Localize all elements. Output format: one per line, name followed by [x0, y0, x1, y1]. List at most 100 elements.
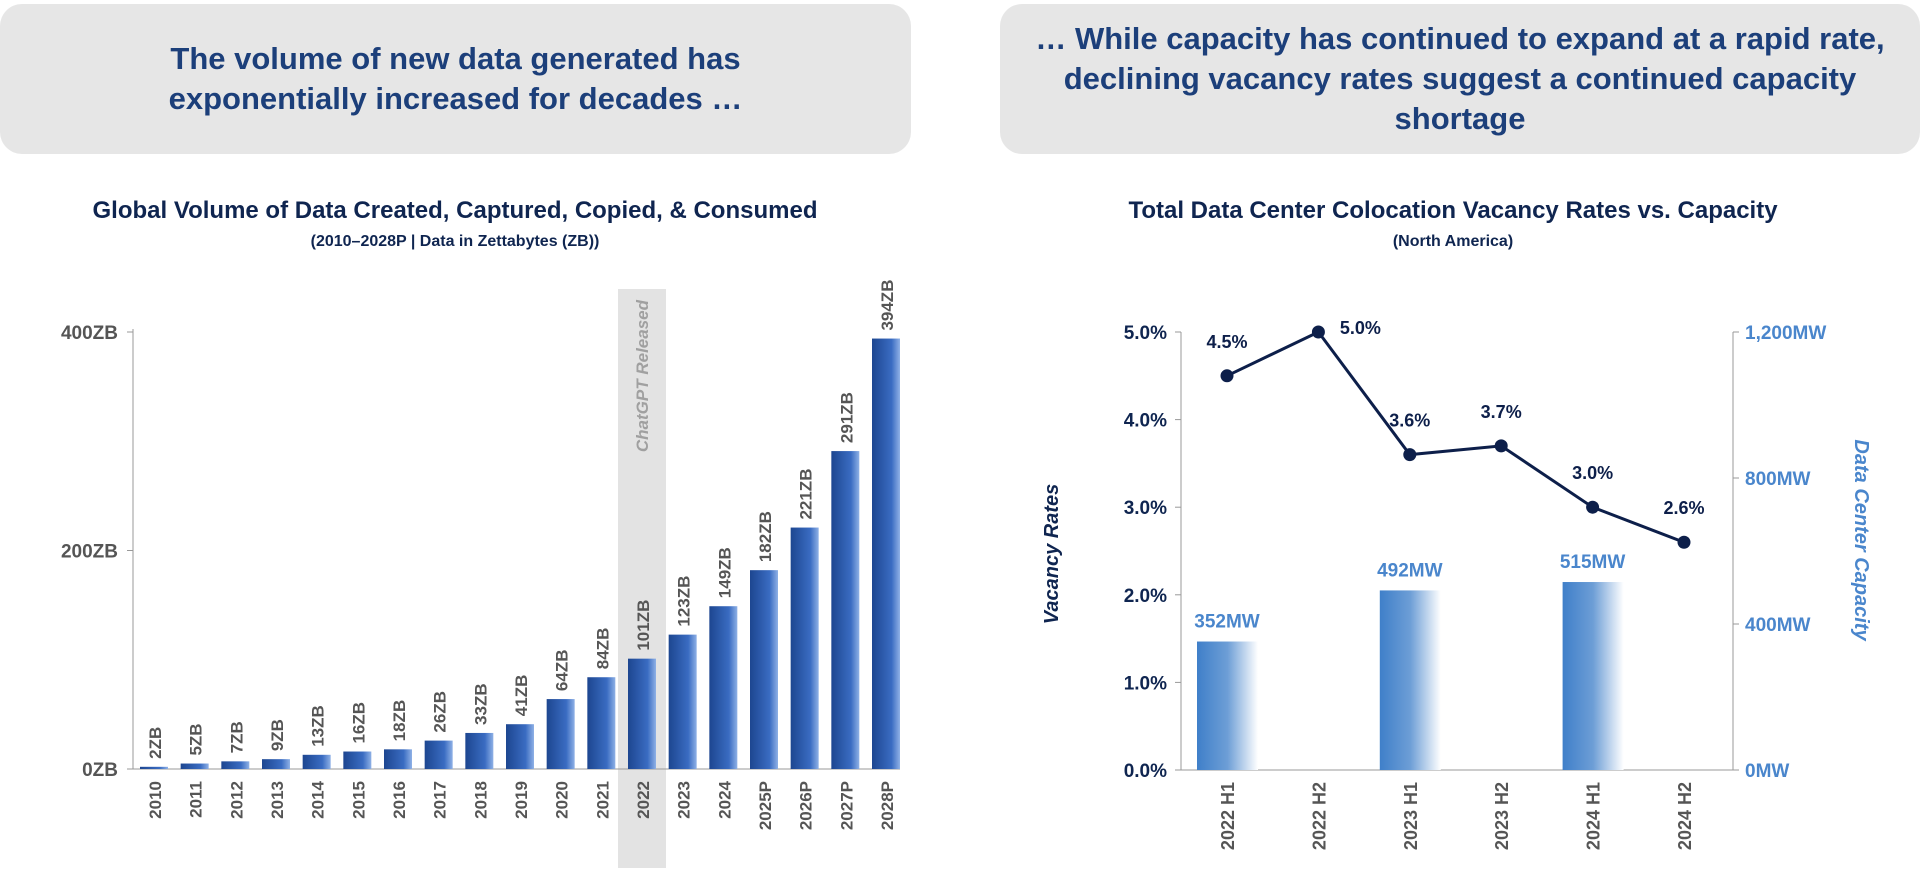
- left-axis-label: Vacancy Rates: [1041, 484, 1063, 624]
- bar: [872, 338, 900, 769]
- vacancy-label: 3.0%: [1572, 463, 1613, 483]
- capacity-bar: [1379, 590, 1441, 770]
- x-tick-label: 2022 H1: [1218, 782, 1238, 850]
- data-label: 64ZB: [553, 650, 572, 692]
- bar: [424, 740, 453, 769]
- vacancy-label: 2.6%: [1663, 498, 1704, 518]
- data-label: 182ZB: [756, 511, 775, 562]
- vacancy-label: 3.7%: [1481, 402, 1522, 422]
- left-header-text: The volume of new data generated has exp…: [168, 41, 743, 116]
- bar: [750, 570, 778, 769]
- y-tick-label: 400ZB: [61, 323, 118, 344]
- capacity-label: 352MW: [1194, 612, 1260, 633]
- vacancy-point: [1494, 439, 1508, 453]
- capacity-bar: [1562, 582, 1624, 770]
- x-tick-label: 2020: [553, 781, 572, 819]
- bar: [221, 761, 250, 769]
- x-tick-label: 2028P: [878, 781, 897, 830]
- bar: [587, 677, 616, 769]
- vacancy-point: [1311, 325, 1325, 339]
- right-axis-label: Data Center Capacity: [1850, 439, 1872, 641]
- data-label: 291ZB: [837, 392, 856, 443]
- left-tick-label: 1.0%: [1124, 673, 1167, 694]
- data-label: 9ZB: [268, 719, 287, 751]
- data-label: 26ZB: [431, 691, 450, 733]
- y-tick-label: 0ZB: [82, 760, 118, 781]
- x-tick-label: 2022: [634, 781, 653, 819]
- left-tick-label: 2.0%: [1124, 586, 1167, 607]
- vacancy-point: [1586, 500, 1600, 514]
- x-tick-label: 2015: [349, 781, 368, 819]
- annotation-label: ChatGPT Released: [633, 299, 652, 452]
- vacancy-point: [1220, 369, 1234, 383]
- data-label: 5ZB: [187, 723, 206, 755]
- x-tick-label: 2023 H1: [1401, 782, 1421, 850]
- x-tick-label: 2019: [512, 781, 531, 819]
- chart-subtitle: (North America): [1393, 233, 1513, 250]
- bar: [709, 606, 738, 769]
- right-tick-label: 400MW: [1745, 615, 1811, 636]
- right-tick-label: 1,200MW: [1745, 323, 1826, 344]
- left-tick-label: 4.0%: [1124, 411, 1167, 432]
- data-label: 149ZB: [715, 547, 734, 598]
- bar: [628, 658, 656, 769]
- vacancy-point: [1403, 448, 1417, 462]
- bar: [790, 527, 819, 769]
- data-label: 394ZB: [878, 280, 897, 331]
- data-label: 123ZB: [675, 576, 694, 627]
- bar: [180, 763, 209, 769]
- vacancy-line: [1226, 330, 1685, 544]
- bar: [343, 751, 372, 769]
- left-tick-label: 3.0%: [1124, 498, 1167, 519]
- x-tick-label: 2021: [593, 781, 612, 819]
- left-header-box: The volume of new data generated has exp…: [0, 4, 911, 154]
- chart-subtitle: (2010–2028P | Data in Zettabytes (ZB)): [311, 233, 600, 250]
- data-label: 33ZB: [471, 683, 490, 725]
- x-tick-label: 2013: [268, 781, 287, 819]
- data-volume-chart: Global Volume of Data Created, Captured,…: [61, 197, 900, 868]
- bar: [831, 451, 860, 769]
- x-tick-label: 2016: [390, 781, 409, 819]
- right-header-text: … While capacity has continued to expand…: [1035, 21, 1885, 136]
- data-label: 2ZB: [146, 727, 165, 759]
- x-tick-label: 2026P: [797, 781, 816, 830]
- vacancy-label: 4.5%: [1206, 332, 1247, 352]
- right-header-box: … While capacity has continued to expand…: [1000, 4, 1920, 154]
- chart-title: Global Volume of Data Created, Captured,…: [93, 197, 818, 224]
- data-label: 13ZB: [309, 705, 328, 747]
- capacity-bar: [1197, 641, 1258, 770]
- bar: [384, 749, 412, 769]
- data-label: 7ZB: [227, 721, 246, 753]
- data-label: 41ZB: [512, 675, 531, 717]
- data-label: 221ZB: [797, 469, 816, 520]
- x-tick-label: 2017: [431, 781, 450, 819]
- bar: [668, 634, 697, 769]
- data-label: 101ZB: [634, 600, 653, 651]
- left-tick-label: 5.0%: [1124, 323, 1167, 344]
- x-tick-label: 2023 H2: [1492, 782, 1512, 850]
- data-label: 16ZB: [349, 702, 368, 744]
- left-tick-label: 0.0%: [1124, 761, 1167, 782]
- vacancy-label: 3.6%: [1389, 411, 1430, 431]
- x-tick-label: 2024 H1: [1584, 782, 1604, 850]
- vacancy-label: 5.0%: [1340, 318, 1381, 338]
- bar: [140, 766, 168, 769]
- x-tick-label: 2014: [309, 780, 328, 818]
- x-tick-label: 2011: [187, 781, 206, 818]
- x-tick-label: 2024: [715, 780, 734, 818]
- y-tick-label: 200ZB: [61, 542, 118, 563]
- right-tick-label: 800MW: [1745, 469, 1811, 490]
- x-tick-label: 2010: [146, 781, 165, 819]
- bar: [546, 699, 575, 769]
- x-tick-label: 2024 H2: [1675, 782, 1695, 850]
- bar: [302, 754, 331, 769]
- vacancy-point: [1677, 535, 1691, 549]
- capacity-label: 515MW: [1560, 552, 1626, 573]
- x-tick-label: 2012: [227, 781, 246, 819]
- capacity-label: 492MW: [1377, 560, 1443, 581]
- data-label: 18ZB: [390, 700, 409, 742]
- chart-title: Total Data Center Colocation Vacancy Rat…: [1128, 197, 1778, 224]
- bar: [465, 732, 494, 769]
- right-tick-label: 0MW: [1745, 761, 1789, 782]
